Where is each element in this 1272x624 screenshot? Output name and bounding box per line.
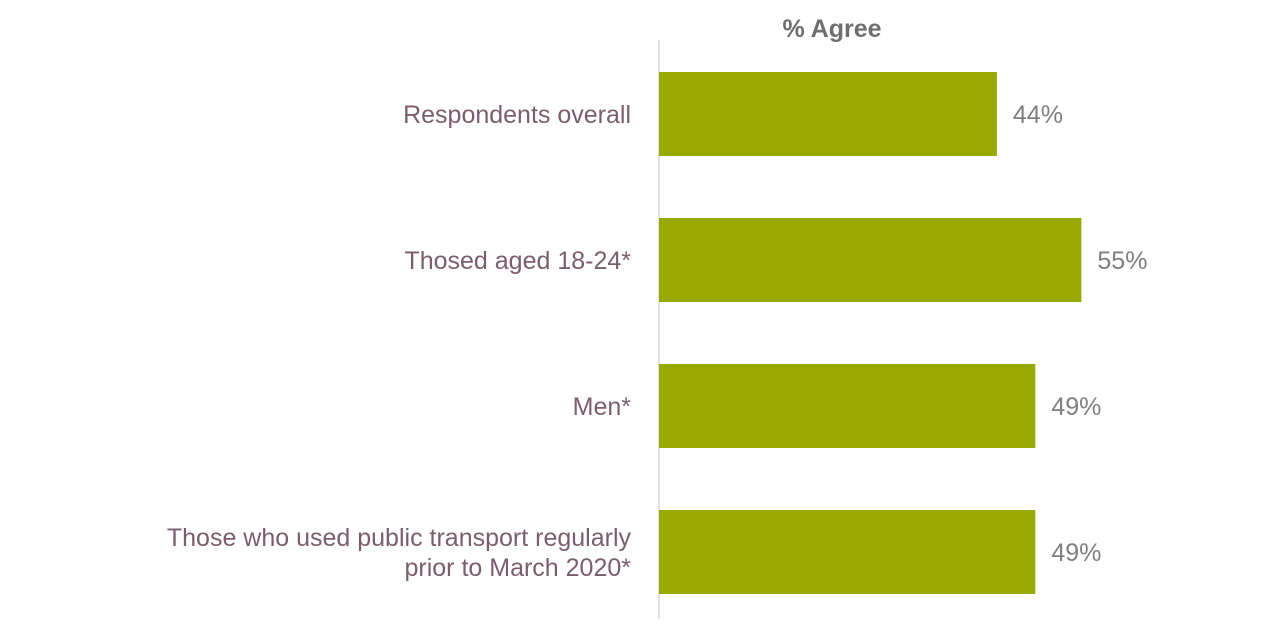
category-label: Thosed aged 18-24* <box>404 247 631 275</box>
bars-group <box>659 72 1082 594</box>
category-label-line: prior to March 2020* <box>404 554 631 582</box>
bar <box>659 218 1082 302</box>
bar <box>659 72 997 156</box>
data-label: 49% <box>1051 539 1101 567</box>
chart-title: % Agree <box>782 15 881 43</box>
category-label: Respondents overall <box>403 101 631 129</box>
category-label: Those who used public transport regularl… <box>167 524 632 582</box>
category-label-line: Respondents overall <box>403 101 631 129</box>
category-label-line: Thosed aged 18-24* <box>404 247 631 275</box>
category-label-line: Men* <box>573 393 632 421</box>
data-label: 55% <box>1097 247 1147 275</box>
bar <box>659 510 1036 594</box>
category-label: Men* <box>573 393 632 421</box>
data-labels-group: 44% 55% 49% 49% <box>1013 101 1148 567</box>
data-label: 49% <box>1051 393 1101 421</box>
category-label-line: Those who used public transport regularl… <box>167 524 632 552</box>
category-labels-group: Respondents overall Thosed aged 18-24* Men… <box>167 101 632 582</box>
data-label: 44% <box>1013 101 1063 129</box>
bar <box>659 364 1036 448</box>
